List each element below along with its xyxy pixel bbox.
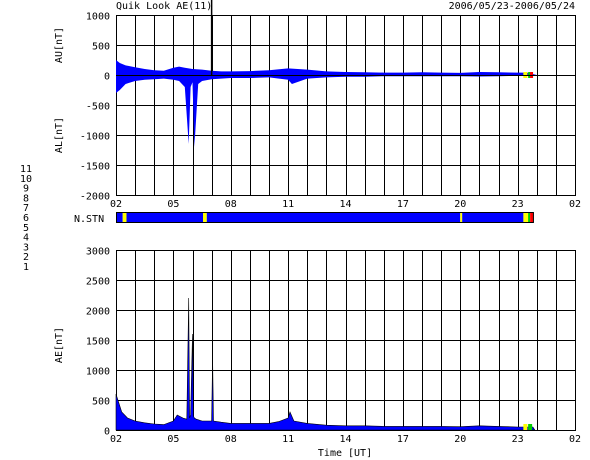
x-tick-label: 05 [167,199,179,210]
x-tick-label: 11 [282,434,294,445]
x-tick-label: 23 [512,199,524,210]
x-tick-label: 20 [454,199,466,210]
station-strip: N.STN [74,212,534,225]
au-series-area [116,60,537,75]
y-tick-label: -500 [86,102,110,113]
x-tick-label: 23 [512,434,524,445]
y-tick-label: 3000 [86,247,110,258]
y-tick-label: 2500 [86,277,110,288]
legend-station-count: 9 [23,184,29,195]
y-tick-label: 0 [104,427,110,438]
legend-station-count: 6 [23,213,29,224]
station-strip-segment [523,212,529,222]
station-strip-label: N.STN [74,214,104,225]
plot-frame [116,250,576,431]
x-tick-label: 08 [225,434,237,445]
y-tick-label: 2000 [86,307,110,318]
station-strip-segment [528,212,530,222]
station-strip-frame [116,212,534,223]
au-axis-label: AU[nT] [54,27,65,63]
legend-station-count: 5 [23,223,29,234]
x-tick-label: 05 [167,434,179,445]
x-tick-label: 20 [454,434,466,445]
ae-axis-label: AE[nT] [54,327,65,363]
x-tick-label: 17 [397,199,409,210]
y-tick-label: -1500 [80,162,110,173]
al-axis-label: AL[nT] [54,117,65,153]
y-tick-label: 0 [104,72,110,83]
y-tick-label: -1000 [80,132,110,143]
legend-station-count: 1 [23,262,29,273]
station-strip-segment [126,212,203,222]
ae-marker-yellow [523,424,528,430]
legend-station-count: 10 [20,174,32,185]
chart-title: Quik Look AE(11) [116,1,212,12]
legend-station-count: 11 [20,164,32,175]
y-tick-label: -2000 [80,192,110,203]
x-tick-label: 02 [110,434,122,445]
station-strip-segment [206,212,461,222]
date-range: 2006/05/23-2006/05/24 [449,1,575,12]
station-strip-segment [530,212,533,222]
y-tick-label: 1500 [86,337,110,348]
station-strip-segment [122,212,127,222]
station-strip-segment [116,212,123,222]
x-tick-label: 02 [569,199,581,210]
y-tick-label: 500 [92,42,110,53]
station-strip-segment [203,212,207,222]
ae-marker-green [528,424,533,430]
legend-station-count: 4 [23,233,29,244]
y-tick-label: 1000 [86,367,110,378]
x-tick-label: 17 [397,434,409,445]
legend-station-count: 8 [23,193,29,204]
plot-frame [116,15,576,196]
y-tick-label: 1000 [86,12,110,23]
x-tick-label: 14 [339,199,351,210]
legend-station-count: 2 [23,252,29,263]
x-tick-label: 02 [569,434,581,445]
x-tick-label: 08 [225,199,237,210]
legend-station-count: 7 [23,203,29,214]
ae-series-area [115,297,536,431]
x-tick-label: 14 [339,434,351,445]
x-axis-label: Time [UT] [318,448,372,459]
y-tick-label: 500 [92,397,110,408]
x-tick-label: 11 [282,199,294,210]
x-tick-label: 02 [110,199,122,210]
station-strip-segment [460,212,463,222]
legend-station-count: 3 [23,242,29,253]
station-strip-segment [462,212,524,222]
